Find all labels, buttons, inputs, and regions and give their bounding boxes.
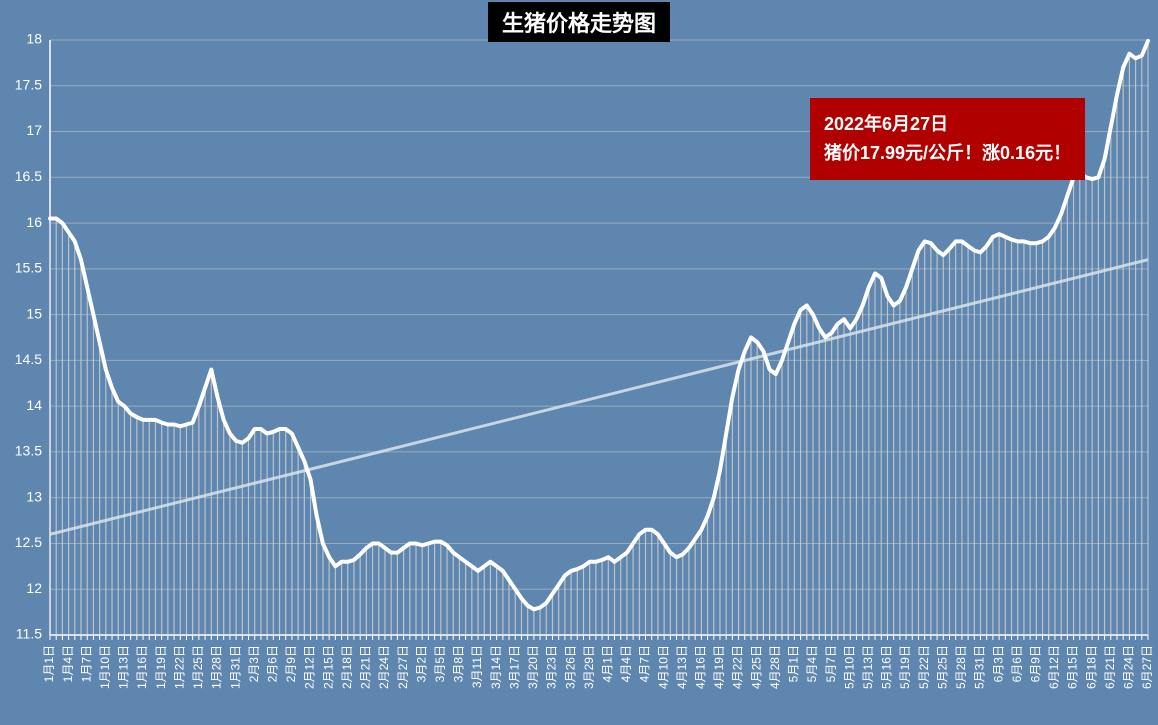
x-tick-label: 6月18日 (1084, 645, 1098, 689)
x-tick-label: 1月7日 (79, 645, 93, 682)
x-tick-label: 6月24日 (1122, 645, 1136, 689)
x-tick-label: 1月4日 (61, 645, 75, 682)
x-tick-label: 1月1日 (42, 645, 56, 682)
x-tick-label: 3月17日 (507, 645, 521, 689)
y-tick-label: 12.5 (15, 534, 42, 550)
x-tick-label: 5月10日 (842, 645, 856, 689)
x-tick-label: 3月26日 (563, 645, 577, 689)
x-tick-label: 1月13日 (117, 645, 131, 689)
x-tick-label: 4月1日 (600, 645, 614, 682)
x-tick-label: 5月19日 (898, 645, 912, 689)
x-tick-label: 2月6日 (265, 645, 279, 682)
y-tick-label: 13 (26, 488, 42, 504)
x-tick-label: 2月9日 (284, 645, 298, 682)
x-tick-label: 4月19日 (712, 645, 726, 689)
x-tick-label: 1月28日 (210, 645, 224, 689)
chart-title: 生猪价格走势图 (488, 2, 670, 42)
x-tick-label: 5月28日 (954, 645, 968, 689)
x-tick-label: 1月16日 (135, 645, 149, 689)
y-tick-label: 15 (26, 305, 42, 321)
x-tick-label: 1月19日 (154, 645, 168, 689)
x-tick-label: 3月5日 (433, 645, 447, 682)
x-tick-label: 1月10日 (98, 645, 112, 689)
x-tick-label: 3月23日 (545, 645, 559, 689)
y-tick-label: 14 (26, 397, 42, 413)
x-tick-label: 3月8日 (452, 645, 466, 682)
chart-container: 11.5 12 12.5 13 13.5 14 14.5 15 15.5 16 16.5 17 17.5… (0, 0, 1158, 725)
y-tick-label: 18 (26, 31, 42, 47)
x-tick-label: 6月6日 (1010, 645, 1024, 682)
y-tick-label: 17 (26, 122, 42, 138)
x-tick-label: 2月18日 (340, 645, 354, 689)
y-tick-label: 12 (26, 580, 42, 596)
x-tick-label: 3月11日 (470, 645, 484, 688)
x-tick-label: 5月31日 (973, 645, 987, 689)
x-tick-label: 5月7日 (824, 645, 838, 682)
x-tick-label: 3月29日 (582, 645, 596, 689)
x-tick-label: 5月1日 (787, 645, 801, 682)
x-tick-label: 2月3日 (247, 645, 261, 682)
x-tick-label: 4月28日 (768, 645, 782, 689)
y-tick-label: 16.5 (15, 168, 42, 184)
x-tick-label: 6月21日 (1103, 645, 1117, 689)
x-tick-label: 4月13日 (675, 645, 689, 689)
x-tick-label: 4月4日 (619, 645, 633, 682)
x-tick-label: 5月25日 (935, 645, 949, 689)
callout-line1: 2022年6月27日 (824, 110, 1071, 139)
x-tick-label: 4月16日 (694, 645, 708, 689)
x-tick-label: 3月14日 (489, 645, 503, 689)
y-tick-label: 11.5 (16, 626, 42, 642)
x-tick-label: 4月10日 (656, 645, 670, 689)
callout-line2: 猪价17.99元/公斤！涨0.16元！ (824, 139, 1071, 168)
x-tick-label: 3月2日 (414, 645, 428, 682)
x-tick-label: 1月25日 (191, 645, 205, 689)
x-tick-label: 6月9日 (1029, 645, 1043, 682)
x-tick-label: 1月22日 (172, 645, 186, 689)
y-tick-label: 17.5 (15, 76, 42, 92)
y-tick-label: 15.5 (15, 260, 42, 276)
x-tick-label: 4月25日 (749, 645, 763, 689)
x-tick-label: 6月12日 (1047, 645, 1061, 689)
x-tick-label: 2月24日 (377, 645, 391, 689)
price-callout: 2022年6月27日 猪价17.99元/公斤！涨0.16元！ (810, 98, 1085, 180)
x-tick-label: 1月31日 (228, 645, 242, 689)
x-tick-label: 6月27日 (1140, 645, 1154, 689)
y-tick-label: 16 (26, 214, 42, 230)
y-tick-label: 13.5 (15, 443, 42, 459)
x-tick-label: 2月21日 (359, 645, 373, 689)
x-tick-label: 6月15日 (1066, 645, 1080, 689)
x-tick-label: 3月20日 (526, 645, 540, 689)
x-tick-label: 2月27日 (396, 645, 410, 689)
x-tick-label: 5月13日 (861, 645, 875, 689)
x-tick-label: 2月12日 (303, 645, 317, 689)
x-tick-label: 5月4日 (805, 645, 819, 682)
x-tick-label: 4月7日 (638, 645, 652, 682)
x-tick-label: 2月15日 (321, 645, 335, 689)
y-tick-label: 14.5 (15, 351, 42, 367)
x-tick-label: 4月22日 (731, 645, 745, 689)
x-tick-label: 5月16日 (880, 645, 894, 689)
x-tick-label: 5月22日 (917, 645, 931, 689)
x-tick-label: 6月3日 (991, 645, 1005, 682)
